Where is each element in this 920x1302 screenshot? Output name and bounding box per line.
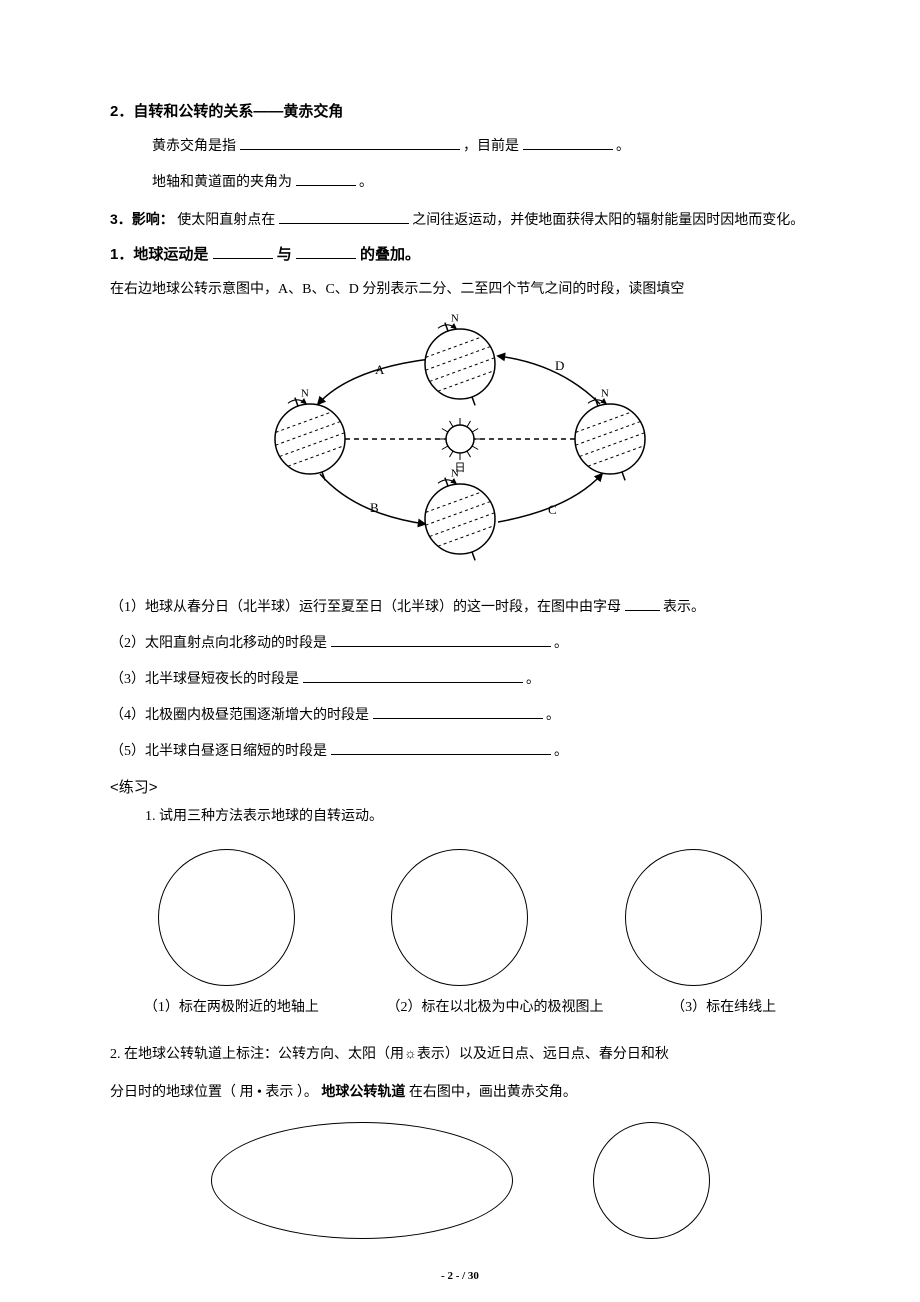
text: 与 (277, 246, 292, 263)
text: 在右图中，画出黄赤交角。 (409, 1085, 577, 1100)
draw-circle-3[interactable] (625, 849, 762, 986)
practice-heading: <练习> (110, 776, 810, 797)
fill-blank[interactable] (523, 135, 613, 150)
svg-text:A: A (375, 362, 385, 377)
fill-blank[interactable] (213, 243, 273, 259)
page-footer: - 2 - / 30 (0, 1270, 920, 1282)
svg-text:N: N (451, 314, 459, 325)
fill-blank[interactable] (331, 740, 551, 755)
text: （4）北极圈内极昼范围逐渐增大的时段是 (110, 708, 369, 723)
text: 。 (554, 744, 568, 759)
page: 2．自转和公转的关系——黄赤交角 黄赤交角是指 ，目前是 。 地轴和黄道面的夹角… (0, 0, 920, 1302)
question-4: （4）北极圈内极昼范围逐渐增大的时段是 。 (110, 702, 810, 730)
practice-2-line-b: 分日时的地球位置（ 用 • 表示 ）。 地球公转轨道 在右图中，画出黄赤交角。 (110, 1077, 810, 1107)
question-5: （5）北半球白昼逐日缩短的时段是 。 (110, 738, 810, 766)
text: （1）地球从春分日（北半球）运行至夏至日（北半球）的这一时段，在图中由字母 (110, 600, 621, 615)
practice-2-line-a: 2. 在地球公转轨道上标注：公转方向、太阳（用☼表示）以及近日点、远日点、春分日… (110, 1041, 810, 1069)
svg-text:N: N (601, 388, 609, 400)
caption-1: （1）标在两极附近的地轴上 (144, 996, 319, 1016)
section-2-line-1: 黄赤交角是指 ，目前是 。 (110, 133, 810, 161)
text: ，目前是 (463, 139, 519, 154)
text-bold: 地球公转轨道 (321, 1083, 405, 1099)
fill-blank[interactable] (279, 209, 409, 224)
text: 表示。 (663, 600, 705, 615)
fill-blank[interactable] (296, 243, 356, 259)
practice-1-text: 1. 试用三种方法表示地球的自转运动。 (110, 803, 810, 831)
text: 的叠加。 (360, 246, 420, 263)
draw-circle[interactable] (593, 1122, 710, 1239)
draw-ellipse[interactable] (211, 1122, 513, 1239)
caption-row: （1）标在两极附近的地轴上 （2）标在以北极为中心的极视图上 （3）标在纬线上 (110, 996, 810, 1016)
draw-circle-1[interactable] (158, 849, 295, 986)
section-2-heading: 2．自转和公转的关系——黄赤交角 (110, 100, 810, 121)
text: 。 (616, 139, 630, 154)
bottom-shapes-row (110, 1122, 810, 1239)
fill-blank[interactable] (303, 668, 523, 683)
fill-blank[interactable] (296, 171, 356, 186)
svg-text:B: B (370, 500, 379, 515)
question-1: （1）地球从春分日（北半球）运行至夏至日（北半球）的这一时段，在图中由字母 表示… (110, 594, 810, 622)
text: 。 (554, 636, 568, 651)
caption-3: （3）标在纬线上 (671, 996, 776, 1016)
question-2: （2）太阳直射点向北移动的时段是 。 (110, 630, 810, 658)
text: 黄赤交角是指 (152, 139, 236, 154)
svg-text:C: C (548, 502, 557, 517)
practice-circles-row (110, 849, 810, 986)
fill-blank[interactable] (625, 596, 660, 611)
svg-text:N: N (301, 388, 309, 400)
question-3: （3）北半球昼短夜长的时段是 。 (110, 666, 810, 694)
orbit-diagram: NNNN日ADBC (110, 314, 810, 569)
draw-circle-2[interactable] (391, 849, 528, 986)
fill-blank[interactable] (331, 632, 551, 647)
text: 之间往返运动，并使地面获得太阳的辐射能量因时因地而变化。 (412, 213, 804, 228)
text: 1．地球运动是 (110, 246, 208, 263)
text: （2）太阳直射点向北移动的时段是 (110, 636, 327, 651)
orbit-svg: NNNN日ADBC (240, 314, 680, 564)
section-3-heading: 3．影响： (110, 211, 174, 227)
text: 地轴和黄道面的夹角为 (152, 175, 292, 190)
text: 分日时的地球位置（ 用 • 表示 ）。 (110, 1085, 318, 1100)
text: 。 (546, 708, 560, 723)
section-2-line-2: 地轴和黄道面的夹角为 。 (110, 169, 810, 197)
section-1b-heading: 1．地球运动是 与 的叠加。 (110, 243, 810, 264)
fill-blank[interactable] (240, 135, 460, 150)
text: （5）北半球白昼逐日缩短的时段是 (110, 744, 327, 759)
text: 。 (359, 175, 373, 190)
text: 使太阳直射点在 (177, 213, 275, 228)
svg-text:日: 日 (455, 462, 466, 474)
svg-text:D: D (555, 358, 564, 373)
section-1b-intro: 在右边地球公转示意图中，A、B、C、D 分别表示二分、二至四个节气之间的时段，读… (110, 276, 810, 304)
caption-2: （2）标在以北极为中心的极视图上 (386, 996, 603, 1016)
section-3: 3．影响： 使太阳直射点在 之间往返运动，并使地面获得太阳的辐射能量因时因地而变… (110, 205, 810, 235)
fill-blank[interactable] (373, 704, 543, 719)
text: 。 (526, 672, 540, 687)
text: （3）北半球昼短夜长的时段是 (110, 672, 299, 687)
